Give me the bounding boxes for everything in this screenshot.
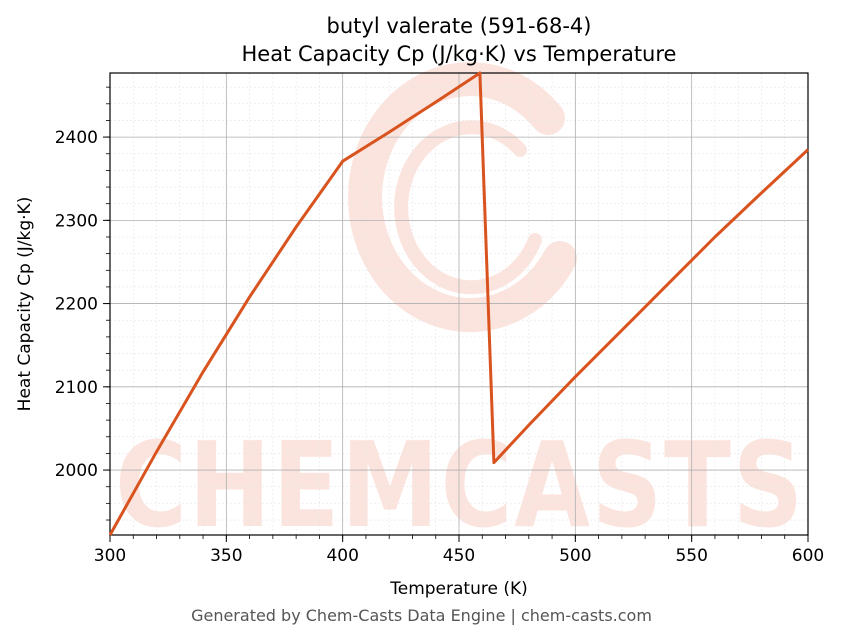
y-tick-label: 2100	[55, 378, 98, 398]
series-line	[108, 71, 810, 536]
footer-credit: Generated by Chem-Casts Data Engine | ch…	[191, 606, 652, 625]
x-tick-label: 550	[675, 546, 707, 566]
y-tick-label: 2200	[55, 295, 98, 315]
x-tick-label: 600	[792, 546, 824, 566]
watermark: CHEMCASTS	[115, 62, 803, 554]
chart-subtitle: Heat Capacity Cp (J/kg·K) vs Temperature	[242, 42, 677, 66]
watermark-logo-icon	[348, 62, 577, 333]
y-axis-ticks: 2000 2100 2200 2300 2400	[55, 86, 110, 521]
x-axis-ticks: 300 350 400 450 500 550 600	[94, 535, 824, 566]
x-tick-label: 450	[443, 546, 475, 566]
x-tick-label: 300	[94, 546, 126, 566]
y-tick-label: 2400	[55, 128, 98, 148]
x-tick-label: 350	[210, 546, 242, 566]
x-tick-label: 500	[559, 546, 591, 566]
major-grid	[109, 73, 809, 535]
y-axis-label: Heat Capacity Cp (J/kg·K)	[15, 197, 35, 412]
x-tick-label: 400	[326, 546, 358, 566]
x-axis-label: Temperature (K)	[389, 579, 528, 599]
chart-title: butyl valerate (591-68-4)	[327, 14, 592, 38]
y-tick-label: 2000	[55, 461, 98, 481]
y-tick-label: 2300	[55, 211, 98, 231]
